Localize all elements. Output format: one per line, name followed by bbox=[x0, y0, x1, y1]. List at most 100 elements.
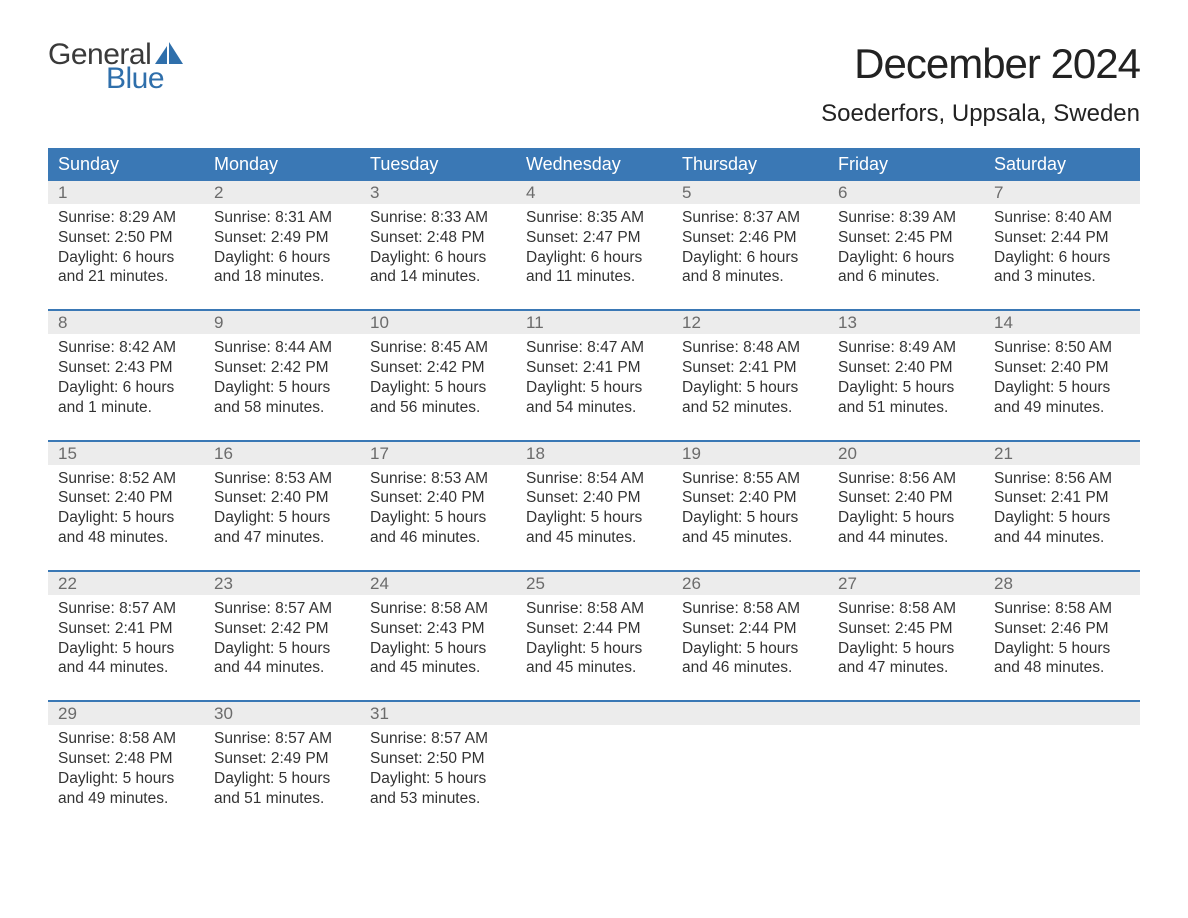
day-number: 8 bbox=[48, 311, 204, 334]
daylight-line-1: Daylight: 5 hours bbox=[682, 639, 818, 659]
cells-row: Sunrise: 8:58 AMSunset: 2:48 PM Daylight:… bbox=[48, 725, 1140, 830]
day-cell: Sunrise: 8:56 AMSunset: 2:40 PMDaylight:… bbox=[828, 465, 984, 570]
daylight-line-2: and 54 minutes. bbox=[526, 398, 662, 418]
day-number: 12 bbox=[672, 311, 828, 334]
daylight-line-1: Daylight: 5 hours bbox=[994, 378, 1130, 398]
daylight-line-2: and 53 minutes. bbox=[370, 789, 506, 809]
day-cell: Sunrise: 8:57 AMSunset: 2:49 PMDaylight:… bbox=[204, 725, 360, 830]
dh-thu: Thursday bbox=[672, 148, 828, 181]
sunrise-line: Sunrise: 8:58 AM bbox=[58, 729, 194, 749]
sunrise-line: Sunrise: 8:57 AM bbox=[214, 729, 350, 749]
sunset-line: Sunset: 2:40 PM bbox=[682, 488, 818, 508]
sunrise-line: Sunrise: 8:53 AM bbox=[214, 469, 350, 489]
day-number: 29 bbox=[48, 702, 204, 725]
day-cell: Sunrise: 8:53 AMSunset: 2:40 PMDaylight:… bbox=[360, 465, 516, 570]
daylight-line-1: Daylight: 5 hours bbox=[58, 639, 194, 659]
day-number: 5 bbox=[672, 181, 828, 204]
day-cell: Sunrise: 8:42 AMSunset: 2:43 PMDaylight:… bbox=[48, 334, 204, 439]
daylight-line-2: and 8 minutes. bbox=[682, 267, 818, 287]
sunset-line: Sunset: 2:42 PM bbox=[214, 358, 350, 378]
day-cell: Sunrise: 8:33 AMSunset: 2:48 PMDaylight:… bbox=[360, 204, 516, 309]
cells-row: Sunrise: 8:57 AMSunset: 2:41 PMDaylight:… bbox=[48, 595, 1140, 700]
day-number: 19 bbox=[672, 442, 828, 465]
sunset-line: Sunset: 2:40 PM bbox=[526, 488, 662, 508]
day-number: 17 bbox=[360, 442, 516, 465]
sunset-line: Sunset: 2:40 PM bbox=[994, 358, 1130, 378]
week-block: 1234567Sunrise: 8:29 AMSunset: 2:50 PMDa… bbox=[48, 181, 1140, 309]
day-cell: Sunrise: 8:35 AMSunset: 2:47 PMDaylight:… bbox=[516, 204, 672, 309]
daylight-line-1: Daylight: 5 hours bbox=[214, 769, 350, 789]
daylight-line-2: and 48 minutes. bbox=[58, 528, 194, 548]
sunrise-line: Sunrise: 8:53 AM bbox=[370, 469, 506, 489]
day-cell: Sunrise: 8:31 AMSunset: 2:49 PMDaylight:… bbox=[204, 204, 360, 309]
day-cell bbox=[672, 725, 828, 830]
day-cell: Sunrise: 8:54 AMSunset: 2:40 PMDaylight:… bbox=[516, 465, 672, 570]
daylight-line-2: and 48 minutes. bbox=[994, 658, 1130, 678]
sunrise-line: Sunrise: 8:55 AM bbox=[682, 469, 818, 489]
day-cell: Sunrise: 8:47 AMSunset: 2:41 PMDaylight:… bbox=[516, 334, 672, 439]
day-number: 9 bbox=[204, 311, 360, 334]
sunset-line: Sunset: 2:46 PM bbox=[994, 619, 1130, 639]
day-number-row: 1234567 bbox=[48, 181, 1140, 204]
day-cell: Sunrise: 8:58 AMSunset: 2:46 PMDaylight:… bbox=[984, 595, 1140, 700]
daylight-line-1: Daylight: 5 hours bbox=[214, 508, 350, 528]
sunrise-line: Sunrise: 8:58 AM bbox=[682, 599, 818, 619]
day-number: 27 bbox=[828, 572, 984, 595]
sunrise-line: Sunrise: 8:58 AM bbox=[838, 599, 974, 619]
daylight-line-2: and 45 minutes. bbox=[526, 528, 662, 548]
sunrise-line: Sunrise: 8:52 AM bbox=[58, 469, 194, 489]
day-number: 7 bbox=[984, 181, 1140, 204]
day-number: 18 bbox=[516, 442, 672, 465]
sunset-line: Sunset: 2:48 PM bbox=[58, 749, 194, 769]
daylight-line-1: Daylight: 5 hours bbox=[370, 639, 506, 659]
daylight-line-2: and 49 minutes. bbox=[58, 789, 194, 809]
daylight-line-2: and 49 minutes. bbox=[994, 398, 1130, 418]
day-cell: Sunrise: 8:45 AMSunset: 2:42 PMDaylight:… bbox=[360, 334, 516, 439]
daylight-line-1: Daylight: 5 hours bbox=[838, 378, 974, 398]
daylight-line-2: and 45 minutes. bbox=[682, 528, 818, 548]
day-cell: Sunrise: 8:58 AMSunset: 2:45 PMDaylight:… bbox=[828, 595, 984, 700]
day-cell bbox=[516, 725, 672, 830]
daylight-line-1: Daylight: 6 hours bbox=[58, 248, 194, 268]
sunrise-line: Sunrise: 8:57 AM bbox=[214, 599, 350, 619]
sunset-line: Sunset: 2:45 PM bbox=[838, 228, 974, 248]
daylight-line-1: Daylight: 6 hours bbox=[214, 248, 350, 268]
day-number: 15 bbox=[48, 442, 204, 465]
sunrise-line: Sunrise: 8:48 AM bbox=[682, 338, 818, 358]
day-header-row: Sunday Monday Tuesday Wednesday Thursday… bbox=[48, 148, 1140, 181]
sunrise-line: Sunrise: 8:56 AM bbox=[994, 469, 1130, 489]
daylight-line-1: Daylight: 6 hours bbox=[838, 248, 974, 268]
day-cell: Sunrise: 8:44 AMSunset: 2:42 PMDaylight:… bbox=[204, 334, 360, 439]
sunrise-line: Sunrise: 8:45 AM bbox=[370, 338, 506, 358]
dh-wed: Wednesday bbox=[516, 148, 672, 181]
sunrise-line: Sunrise: 8:33 AM bbox=[370, 208, 506, 228]
month-title: December 2024 bbox=[821, 40, 1140, 88]
day-cell: Sunrise: 8:55 AMSunset: 2:40 PMDaylight:… bbox=[672, 465, 828, 570]
header: General Blue December 2024 Soederfors, U… bbox=[48, 40, 1140, 140]
dh-sun: Sunday bbox=[48, 148, 204, 181]
daylight-line-1: Daylight: 5 hours bbox=[526, 508, 662, 528]
daylight-line-2: and 58 minutes. bbox=[214, 398, 350, 418]
daylight-line-2: and 44 minutes. bbox=[994, 528, 1130, 548]
sunrise-line: Sunrise: 8:40 AM bbox=[994, 208, 1130, 228]
daylight-line-2: and 44 minutes. bbox=[214, 658, 350, 678]
daylight-line-2: and 45 minutes. bbox=[526, 658, 662, 678]
day-cell: Sunrise: 8:52 AMSunset: 2:40 PMDaylight:… bbox=[48, 465, 204, 570]
day-number bbox=[828, 702, 984, 725]
daylight-line-1: Daylight: 6 hours bbox=[370, 248, 506, 268]
daylight-line-2: and 44 minutes. bbox=[838, 528, 974, 548]
daylight-line-1: Daylight: 5 hours bbox=[214, 378, 350, 398]
sunset-line: Sunset: 2:43 PM bbox=[58, 358, 194, 378]
daylight-line-1: Daylight: 6 hours bbox=[58, 378, 194, 398]
day-cell: Sunrise: 8:48 AMSunset: 2:41 PMDaylight:… bbox=[672, 334, 828, 439]
day-number: 22 bbox=[48, 572, 204, 595]
sunrise-line: Sunrise: 8:37 AM bbox=[682, 208, 818, 228]
sunset-line: Sunset: 2:40 PM bbox=[838, 488, 974, 508]
daylight-line-2: and 6 minutes. bbox=[838, 267, 974, 287]
day-number: 2 bbox=[204, 181, 360, 204]
sunset-line: Sunset: 2:45 PM bbox=[838, 619, 974, 639]
dh-fri: Friday bbox=[828, 148, 984, 181]
sunrise-line: Sunrise: 8:31 AM bbox=[214, 208, 350, 228]
day-number: 14 bbox=[984, 311, 1140, 334]
logo-sail-icon bbox=[155, 42, 183, 64]
